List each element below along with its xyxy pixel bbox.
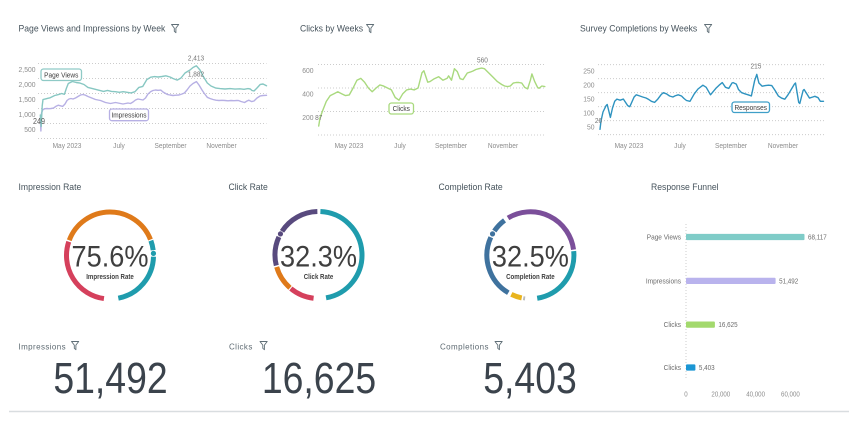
svg-text:75.6%: 75.6%	[72, 240, 149, 274]
svg-text:100: 100	[583, 110, 594, 117]
svg-text:2,500: 2,500	[19, 67, 36, 74]
svg-text:600: 600	[302, 68, 313, 75]
svg-text:Click Rate: Click Rate	[304, 273, 334, 281]
svg-text:5,403: 5,403	[483, 353, 577, 403]
svg-text:May 2023: May 2023	[615, 143, 644, 150]
svg-text:51,492: 51,492	[53, 353, 167, 403]
svg-text:32.3%: 32.3%	[280, 240, 357, 274]
svg-text:Clicks: Clicks	[229, 342, 253, 351]
svg-text:51,492: 51,492	[779, 278, 798, 286]
svg-text:September: September	[154, 143, 187, 150]
svg-text:Impressions: Impressions	[646, 278, 682, 285]
svg-text:Survey Completions by Weeks: Survey Completions by Weeks	[580, 23, 698, 33]
svg-text:September: September	[715, 143, 748, 150]
svg-text:Click Rate: Click Rate	[229, 182, 268, 192]
svg-text:200: 200	[302, 115, 313, 122]
svg-text:20,000: 20,000	[711, 391, 730, 399]
svg-text:July: July	[394, 143, 406, 150]
svg-text:68,117: 68,117	[808, 234, 827, 242]
svg-text:November: November	[206, 143, 237, 150]
svg-text:Clicks by Weeks: Clicks by Weeks	[300, 23, 364, 33]
svg-text:Completion Rate: Completion Rate	[439, 182, 503, 192]
svg-text:2,000: 2,000	[19, 82, 36, 89]
svg-text:400: 400	[302, 92, 313, 99]
svg-text:215: 215	[751, 63, 762, 70]
svg-text:1,882: 1,882	[188, 71, 204, 78]
svg-text:Responses: Responses	[734, 105, 767, 112]
svg-text:250: 250	[583, 68, 594, 75]
svg-text:May 2023: May 2023	[335, 143, 364, 150]
svg-text:87: 87	[315, 115, 322, 122]
svg-text:1,000: 1,000	[19, 112, 36, 119]
svg-text:November: November	[488, 143, 519, 150]
svg-text:2,413: 2,413	[188, 55, 204, 62]
svg-text:Clicks: Clicks	[664, 365, 682, 372]
svg-text:Impressions: Impressions	[19, 342, 67, 351]
svg-text:July: July	[674, 143, 686, 150]
svg-text:Clicks: Clicks	[664, 322, 682, 329]
svg-text:Impression Rate: Impression Rate	[86, 273, 134, 281]
svg-text:1,500: 1,500	[19, 97, 36, 104]
svg-text:60,000: 60,000	[781, 391, 800, 399]
svg-text:Impression Rate: Impression Rate	[19, 182, 82, 192]
svg-text:Completion Rate: Completion Rate	[506, 273, 555, 281]
svg-text:November: November	[768, 143, 799, 150]
svg-text:16,625: 16,625	[262, 353, 376, 403]
svg-text:Page Views: Page Views	[44, 72, 79, 79]
svg-text:150: 150	[583, 96, 594, 103]
svg-text:Completions: Completions	[440, 342, 489, 351]
svg-text:5,403: 5,403	[699, 365, 715, 373]
svg-text:40,000: 40,000	[746, 391, 765, 399]
svg-text:200: 200	[583, 82, 594, 89]
svg-text:249: 249	[33, 117, 45, 127]
svg-text:Impressions: Impressions	[111, 112, 147, 119]
svg-text:Clicks: Clicks	[393, 106, 411, 113]
svg-text:September: September	[435, 143, 468, 150]
svg-text:560: 560	[477, 57, 488, 64]
svg-text:0: 0	[684, 391, 688, 399]
svg-text:May 2023: May 2023	[53, 143, 82, 150]
svg-text:32.5%: 32.5%	[492, 240, 569, 274]
svg-text:Response Funnel: Response Funnel	[651, 182, 719, 192]
svg-text:50: 50	[587, 124, 595, 131]
svg-text:July: July	[113, 143, 125, 150]
svg-text:26: 26	[595, 118, 602, 125]
svg-text:Page Views: Page Views	[647, 234, 682, 241]
svg-text:16,625: 16,625	[718, 322, 737, 330]
svg-text:Page Views and Impressions by: Page Views and Impressions by Week	[19, 23, 166, 33]
svg-text:500: 500	[24, 127, 35, 134]
